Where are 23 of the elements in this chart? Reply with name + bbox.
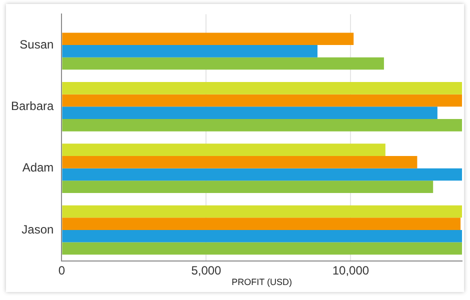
- x-axis-title: PROFIT (USD): [232, 277, 292, 288]
- bar: [62, 82, 462, 94]
- x-tick-label: 10,000: [332, 263, 370, 278]
- y-tick-label: Barbara: [10, 98, 54, 113]
- bar: [62, 168, 462, 181]
- bar: [62, 205, 462, 218]
- bar: [62, 32, 354, 46]
- x-tick-label: 0: [58, 263, 66, 278]
- bar: [62, 180, 434, 193]
- bar: [62, 119, 462, 132]
- bar: [62, 45, 318, 58]
- bar: [62, 218, 461, 230]
- bar: [62, 106, 438, 120]
- bar: [62, 230, 462, 242]
- bar: [62, 57, 384, 70]
- y-tick-label: Susan: [20, 37, 54, 52]
- y-tick-label: Adam: [22, 160, 54, 175]
- bar: [62, 242, 462, 255]
- bar: [62, 144, 386, 156]
- bar: [62, 94, 462, 107]
- bar: [62, 156, 418, 168]
- y-tick-label: Jason: [22, 222, 54, 236]
- x-tick-label: 5,000: [191, 263, 222, 278]
